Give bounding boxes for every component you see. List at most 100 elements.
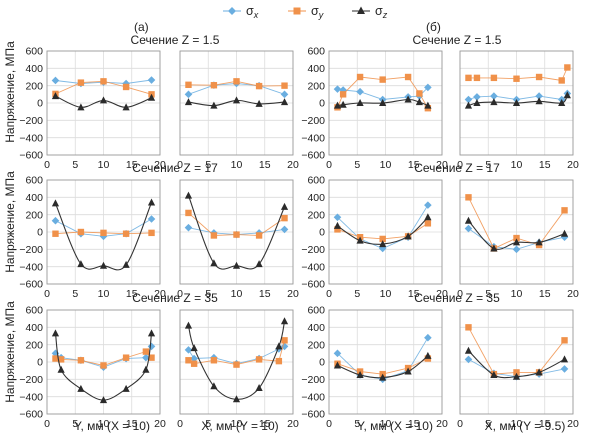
data-point-sx-0 (333, 85, 342, 93)
data-point-sy-3 (513, 75, 520, 82)
x-tick-label: 5 (354, 159, 360, 171)
data-point-sz-0 (51, 92, 60, 100)
data-point-sz-0 (464, 216, 473, 224)
data-point-sz-0 (464, 346, 473, 354)
x-tick-label: 20 (154, 159, 166, 171)
y-tick-label: −400 (301, 391, 325, 403)
data-point-sz-0 (184, 98, 193, 106)
data-point-sz-4 (280, 98, 289, 106)
x-tick-label: 15 (259, 159, 271, 171)
row-title-1-right: Сечение Z = 17 (414, 161, 500, 175)
x-tick-label: 15 (126, 418, 138, 430)
data-point-sz-2 (99, 96, 108, 104)
x-tick-label: 10 (231, 159, 243, 171)
chart-panel-r0-c1: 0 5 10 15 20 (177, 50, 299, 171)
chart-panel-r0-c2: −600 −400 −200 0 200 400 600 0 5 10 15 20 (301, 46, 448, 171)
y-tick-label: 0 (319, 357, 325, 369)
data-point-sy-3 (122, 83, 130, 91)
y-tick-label: 600 (307, 305, 325, 317)
data-point-sy-3 (255, 232, 263, 239)
data-point-sy-0 (465, 74, 472, 82)
x-tick-label: 20 (567, 418, 579, 430)
data-point-sx-4 (424, 333, 432, 342)
chart-panel-r2-c2: −600 −400 −200 0 200 400 600 0 5 10 15 20 (301, 305, 448, 430)
data-point-sy-2 (379, 235, 386, 243)
data-point-sx-0 (464, 224, 473, 233)
y-tick-label: 600 (25, 46, 43, 58)
legend: σx σy σz (223, 4, 388, 20)
x-tick-label: 15 (126, 288, 138, 300)
x-tick-label: 10 (380, 418, 392, 430)
data-point-sy-3 (122, 230, 130, 237)
data-point-sz-1 (490, 371, 498, 378)
ylabel-row-0: Напряжение, МПа (3, 41, 17, 143)
data-point-sx-1 (473, 93, 481, 101)
y-tick-label: −200 (301, 115, 325, 127)
y-tick-label: −400 (301, 132, 325, 144)
y-tick-label: −400 (301, 261, 325, 273)
data-point-sx-0 (464, 95, 473, 104)
data-point-sz-4 (535, 97, 543, 105)
row-title-2-right: Сечение Z = 35 (414, 291, 500, 305)
row-title-1-left: Сечение Z = 17 (132, 161, 218, 175)
y-tick-label: 600 (307, 46, 325, 58)
x-tick-label: 0 (44, 418, 50, 430)
data-point-sz-1 (339, 100, 347, 108)
data-point-sy-0 (52, 355, 59, 362)
data-point-sz-2 (379, 373, 387, 381)
plot-frame (328, 309, 443, 415)
chart-panel-r0-c3: 0 5 10 15 20 (457, 50, 579, 171)
x-tick-label: 5 (485, 159, 491, 171)
data-point-sz-1 (473, 99, 481, 106)
data-point-sy-5 (275, 357, 283, 365)
y-tick-label: 400 (25, 192, 43, 204)
panel-label-a: (а) (134, 20, 149, 34)
plot-frame (459, 179, 574, 285)
data-point-sy-3 (379, 76, 386, 83)
data-point-sx-4 (560, 365, 569, 373)
row-title-0-right: Сечение Z = 1.5 (413, 33, 502, 47)
x-tick-label: 10 (380, 288, 392, 300)
x-tick-label: 5 (354, 418, 360, 430)
x-tick-label: 20 (567, 288, 579, 300)
legend-label-sy: σy (311, 4, 324, 20)
x-tick-label: 10 (511, 159, 523, 171)
data-point-sz-1 (356, 236, 364, 244)
data-point-sx-6 (280, 342, 289, 351)
plot-frame (459, 309, 574, 415)
y-tick-label: 0 (37, 357, 43, 369)
data-point-sz-4 (560, 229, 569, 237)
data-point-sx-0 (51, 216, 60, 225)
data-point-sz-4 (560, 355, 569, 363)
data-point-sz-1 (210, 259, 218, 267)
data-point-sz-0 (333, 221, 342, 229)
x-tick-label: 15 (539, 288, 551, 300)
data-point-sz-2 (356, 99, 364, 106)
chart-panel-r2-c0: −600 −400 −200 0 200 400 600 0 5 10 15 20 (19, 305, 166, 430)
legend-label-sx: σx (246, 4, 259, 20)
plot-frame (179, 50, 294, 156)
data-point-sz-2 (512, 238, 521, 246)
data-point-sy-4 (281, 82, 288, 89)
data-point-sz-2 (210, 382, 218, 390)
y-tick-label: 200 (25, 80, 43, 92)
x-tick-label: 20 (287, 418, 299, 430)
data-point-sx-4 (424, 201, 432, 209)
data-point-sy-2 (490, 74, 498, 82)
data-point-sy-1 (210, 82, 218, 89)
data-point-sz-2 (77, 384, 85, 392)
data-point-sz-4 (147, 198, 156, 206)
data-point-sz-0 (51, 329, 60, 337)
y-tick-label: −400 (19, 261, 43, 273)
data-point-sy-3 (233, 361, 240, 368)
y-tick-label: 200 (307, 209, 325, 221)
data-point-sy-4 (561, 207, 568, 214)
y-tick-label: −200 (19, 374, 43, 386)
chart-panel-r1-c2: −600 −400 −200 0 200 400 600 0 5 10 15 20 (301, 175, 448, 300)
x-tick-label: 5 (354, 288, 360, 300)
data-point-sx-0 (51, 76, 60, 85)
y-tick-label: −200 (301, 244, 325, 256)
data-point-sy-2 (233, 231, 240, 238)
data-point-sz-0 (333, 101, 342, 109)
y-tick-label: 600 (25, 305, 43, 317)
